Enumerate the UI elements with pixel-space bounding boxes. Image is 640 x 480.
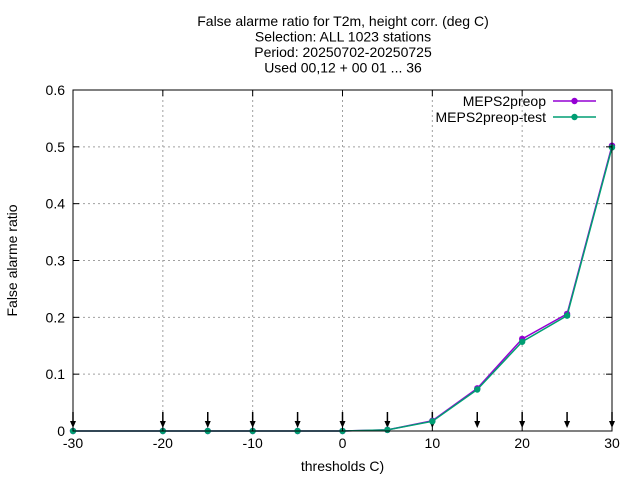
x-tick-label: 10 bbox=[425, 435, 441, 451]
threshold-arrow-head bbox=[204, 421, 211, 428]
y-tick-label: 0 bbox=[57, 423, 65, 439]
legend-label: MEPS2preop-test bbox=[436, 109, 547, 125]
legend-label: MEPS2preop bbox=[463, 93, 546, 109]
legend-swatch-point bbox=[571, 97, 578, 105]
threshold-arrow-head bbox=[564, 421, 571, 428]
title-line: Selection: ALL 1023 stations bbox=[255, 29, 431, 45]
y-tick-label: 0.6 bbox=[46, 82, 66, 98]
threshold-arrow-head bbox=[339, 421, 346, 428]
title-line: Period: 20250702-20250725 bbox=[254, 44, 432, 60]
data-point bbox=[474, 386, 481, 393]
data-point bbox=[518, 338, 526, 345]
x-tick-label: -30 bbox=[63, 435, 83, 451]
threshold-markers bbox=[70, 412, 615, 428]
y-axis-ticks: 0 0.1 0.2 0.3 0.4 0.5 0.6 bbox=[46, 82, 612, 439]
legend-swatch-point bbox=[571, 113, 578, 121]
data-point bbox=[429, 418, 436, 425]
x-tick-label: 0 bbox=[339, 435, 347, 451]
x-axis-ticks: -30 -20 -10 0 10 20 30 bbox=[63, 90, 620, 451]
threshold-arrow-head bbox=[384, 421, 391, 428]
threshold-arrow-head bbox=[249, 421, 256, 428]
x-tick-label: -20 bbox=[153, 435, 173, 451]
y-axis-label: False alarme ratio bbox=[4, 204, 20, 316]
threshold-arrow-head bbox=[519, 421, 526, 428]
threshold-arrow-head bbox=[474, 421, 481, 428]
y-tick-label: 0.4 bbox=[46, 196, 66, 212]
y-tick-label: 0.1 bbox=[46, 366, 66, 382]
series-line bbox=[73, 145, 613, 432]
threshold-arrow-head bbox=[294, 421, 301, 428]
chart-title: False alarme ratio for T2m, height corr.… bbox=[197, 13, 489, 76]
x-axis-label: thresholds C) bbox=[301, 458, 384, 474]
x-tick-label: -10 bbox=[243, 435, 263, 451]
title-line: Used 00,12 + 00 01 ... 36 bbox=[264, 60, 422, 76]
data-point bbox=[563, 312, 571, 319]
x-tick-label: 20 bbox=[514, 435, 530, 451]
x-tick-label: 30 bbox=[604, 435, 620, 451]
data-point bbox=[384, 426, 391, 434]
y-tick-label: 0.2 bbox=[46, 309, 66, 325]
y-tick-label: 0.3 bbox=[46, 253, 66, 269]
threshold-arrow-head bbox=[159, 421, 166, 428]
title-line: False alarme ratio for T2m, height corr.… bbox=[197, 13, 489, 29]
y-tick-label: 0.5 bbox=[46, 139, 66, 155]
grid bbox=[73, 90, 612, 431]
series-line bbox=[73, 147, 613, 432]
